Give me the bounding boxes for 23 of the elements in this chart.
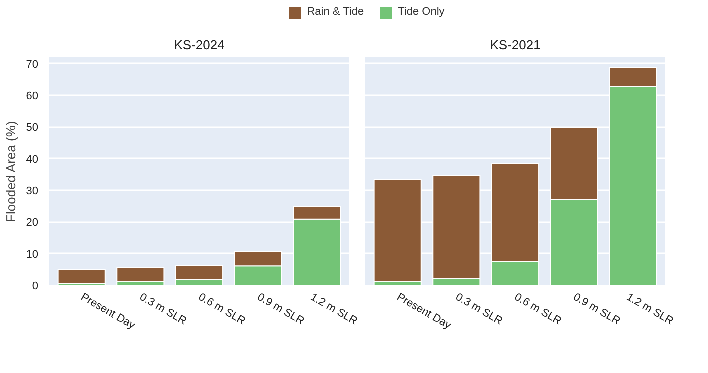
chart-title: KS-2024 bbox=[174, 38, 225, 52]
y-axis-title: Flooded Area (%) bbox=[3, 121, 18, 222]
x-tick-label: 0.3 m SLR bbox=[454, 291, 505, 328]
legend-label: Tide Only bbox=[398, 6, 445, 18]
chart-title: KS-2021 bbox=[490, 38, 541, 52]
x-tick-label: 0.6 m SLR bbox=[512, 291, 564, 328]
bar bbox=[58, 269, 106, 284]
legend-label: Rain & Tide bbox=[307, 6, 364, 18]
x-tick-label: 1.2 m SLR bbox=[308, 291, 360, 328]
x-tick-label: 0.9 m SLR bbox=[571, 291, 622, 328]
x-tick-label: 1.2 m SLR bbox=[624, 291, 676, 328]
y-tick-label: 0 bbox=[32, 280, 39, 292]
y-tick-label: 50 bbox=[26, 122, 39, 134]
x-tick-label: 0.9 m SLR bbox=[255, 291, 306, 328]
bar bbox=[116, 267, 165, 283]
y-tick-label: 40 bbox=[26, 154, 39, 166]
x-tick-label: 0.3 m SLR bbox=[138, 291, 189, 328]
x-tick-label: 0.6 m SLR bbox=[196, 291, 248, 328]
y-tick-label: 60 bbox=[26, 90, 39, 102]
y-tick-label: 30 bbox=[26, 186, 39, 198]
y-tick-label: 70 bbox=[26, 58, 39, 71]
y-tick-label: 10 bbox=[26, 248, 39, 261]
y-tick-label: 20 bbox=[26, 217, 39, 230]
